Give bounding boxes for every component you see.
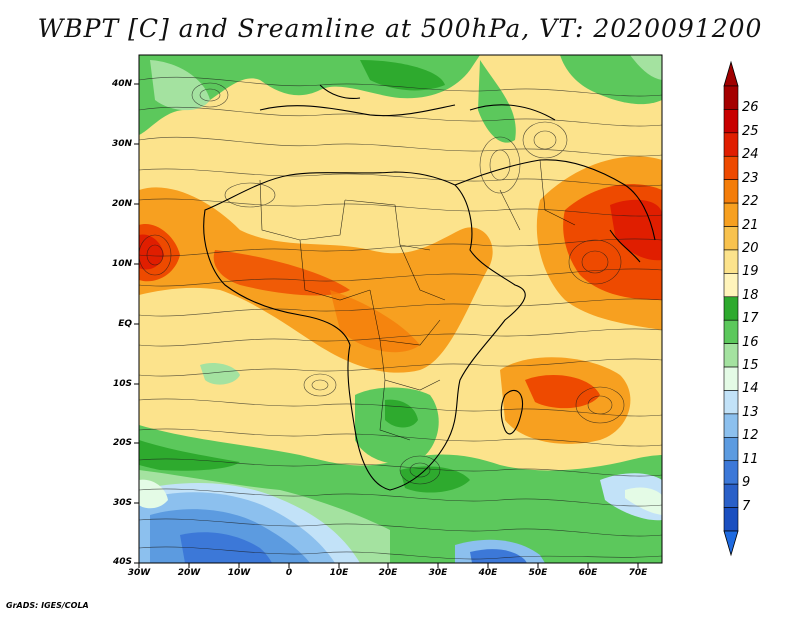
lon-label-0: 0 <box>285 568 293 578</box>
colorbar-swatch <box>723 132 739 157</box>
lon-label-20e: 20E <box>378 568 398 578</box>
colorbar-swatch <box>723 343 739 368</box>
coastlines <box>203 84 656 491</box>
colorbar-swatch <box>723 249 739 274</box>
colorbar-label: 19 <box>742 264 759 280</box>
colorbar-label: 22 <box>742 194 759 210</box>
colorbar-label: 24 <box>742 147 759 163</box>
colorbar-label: 21 <box>742 217 759 233</box>
lat-label-30n: 30N <box>111 139 132 149</box>
colorbar-swatch <box>723 437 739 462</box>
colorbar-swatch <box>723 226 739 251</box>
lon-label-10w: 10W <box>227 568 251 578</box>
colorbar-label: 14 <box>742 381 759 397</box>
lat-label-40s: 40S <box>112 557 132 567</box>
colorbar-swatch <box>723 319 739 344</box>
lat-label-20s: 20S <box>112 438 132 448</box>
colorbar-label: 15 <box>742 358 759 374</box>
lon-label-20w: 20W <box>177 568 201 578</box>
colorbar-swatch <box>723 483 739 508</box>
colorbar-arrow-max <box>723 60 739 87</box>
lon-label-10e: 10E <box>329 568 349 578</box>
colorbar-swatch <box>723 390 739 415</box>
colorbar-swatch <box>723 507 739 532</box>
colorbar-swatch <box>723 460 739 485</box>
lon-label-70e: 70E <box>628 568 648 578</box>
lat-label-20n: 20N <box>111 199 132 209</box>
lon-label-40e: 40E <box>478 568 498 578</box>
lon-label-50e: 50E <box>528 568 548 578</box>
colorbar-label: 23 <box>742 170 759 186</box>
colorbar-swatch <box>723 109 739 134</box>
lat-label-10n: 10N <box>111 259 132 269</box>
lat-label-30s: 30S <box>112 498 132 508</box>
colorbar-label: 7 <box>742 498 751 514</box>
wbpt-field <box>139 55 662 563</box>
colorbar-label: 17 <box>742 311 759 327</box>
colorbar-swatch <box>723 366 739 391</box>
colorbar-arrow-min <box>723 530 739 557</box>
colorbar-label: 16 <box>742 334 759 350</box>
colorbar-swatch <box>723 273 739 298</box>
lon-label-60e: 60E <box>578 568 598 578</box>
colorbar-swatch <box>723 202 739 227</box>
axis-ticks <box>134 83 639 568</box>
lat-label-eq: EQ <box>118 319 132 329</box>
colorbar-label: 9 <box>742 475 751 491</box>
map-title: WBPT [C] and Sreamline at 500hPa, VT: 20… <box>37 14 763 43</box>
colorbar-swatch <box>723 413 739 438</box>
colorbar-label: 13 <box>742 404 759 420</box>
lon-label-30w: 30W <box>127 568 151 578</box>
map-frame <box>138 54 663 564</box>
colorbar-label: 12 <box>742 428 759 444</box>
colorbar <box>723 60 739 557</box>
colorbar-label: 11 <box>742 451 759 467</box>
colorbar-swatch <box>723 85 739 110</box>
grads-credit: GrADS: IGES/COLA <box>6 601 89 610</box>
lat-label-10s: 10S <box>112 379 132 389</box>
colorbar-label: 18 <box>742 287 759 303</box>
colorbar-label: 20 <box>742 240 759 256</box>
colorbar-label: 26 <box>742 100 759 116</box>
streamlines <box>139 76 662 560</box>
colorbar-swatch <box>723 155 739 180</box>
colorbar-label: 25 <box>742 123 759 139</box>
colorbar-swatch <box>723 296 739 321</box>
colorbar-swatch <box>723 179 739 204</box>
lon-label-30e: 30E <box>428 568 448 578</box>
lat-label-40n: 40N <box>111 79 132 89</box>
